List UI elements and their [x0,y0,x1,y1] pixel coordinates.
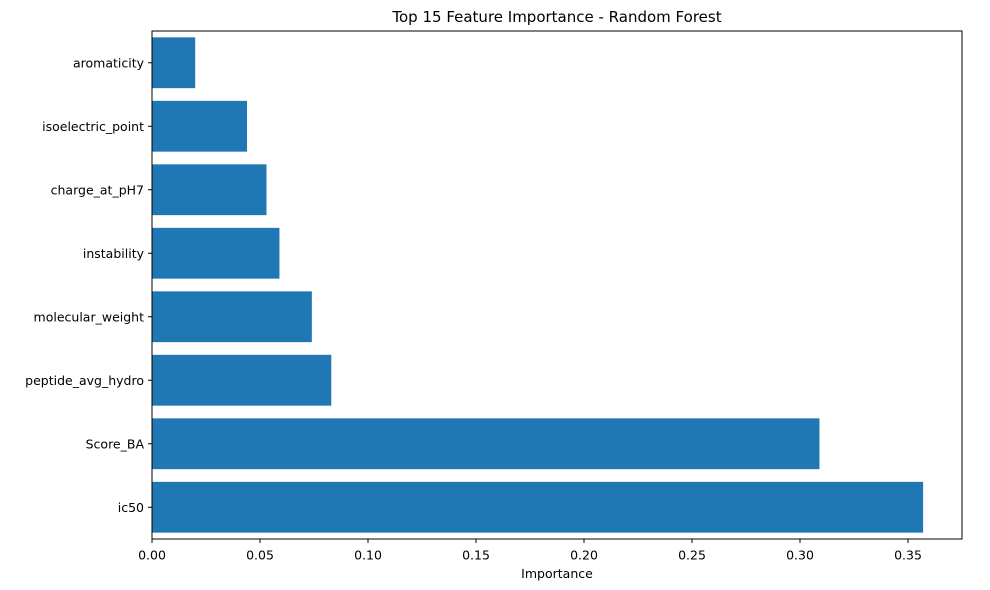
y-tick-label: instability [83,246,145,261]
plot-frame [151,30,963,540]
bar-ic50 [152,481,924,533]
x-tick-label: 0.30 [786,548,814,563]
y-tick-label: aromaticity [73,55,145,70]
y-tick-label: isoelectric_point [42,119,144,134]
y-tick-label: ic50 [118,500,144,515]
x-axis-title: Importance [521,566,593,581]
x-tick-label: 0.15 [462,548,490,563]
chart-title: Top 15 Feature Importance - Random Fores… [391,8,721,26]
bar-molecular_weight [152,291,312,343]
x-tick-label: 0.10 [354,548,382,563]
x-tick-label: 0.05 [246,548,274,563]
x-tick-label: 0.25 [678,548,706,563]
y-tick-label: molecular_weight [34,309,145,324]
bar-charge_at_pH7 [152,164,267,216]
bar-peptide_avg_hydro [152,354,332,406]
y-tick-label: peptide_avg_hydro [25,373,144,388]
bar-isoelectric_point [152,100,248,152]
bars-layer [152,37,924,533]
x-tick-label: 0.00 [138,548,166,563]
x-tick-label: 0.20 [570,548,598,563]
bar-aromaticity [152,37,196,89]
bar-instability [152,227,280,279]
x-axis-ticks: 0.00 0.05 0.10 0.15 0.20 0.25 0.30 0.35 [138,539,922,563]
x-tick-label: 0.35 [894,548,922,563]
y-tick-label: Score_BA [86,436,145,451]
bar-Score_BA [152,418,820,470]
y-tick-label: charge_at_pH7 [51,182,144,197]
y-axis-ticks: ic50 Score_BA peptide_avg_hydro molecular_w… [25,55,152,515]
